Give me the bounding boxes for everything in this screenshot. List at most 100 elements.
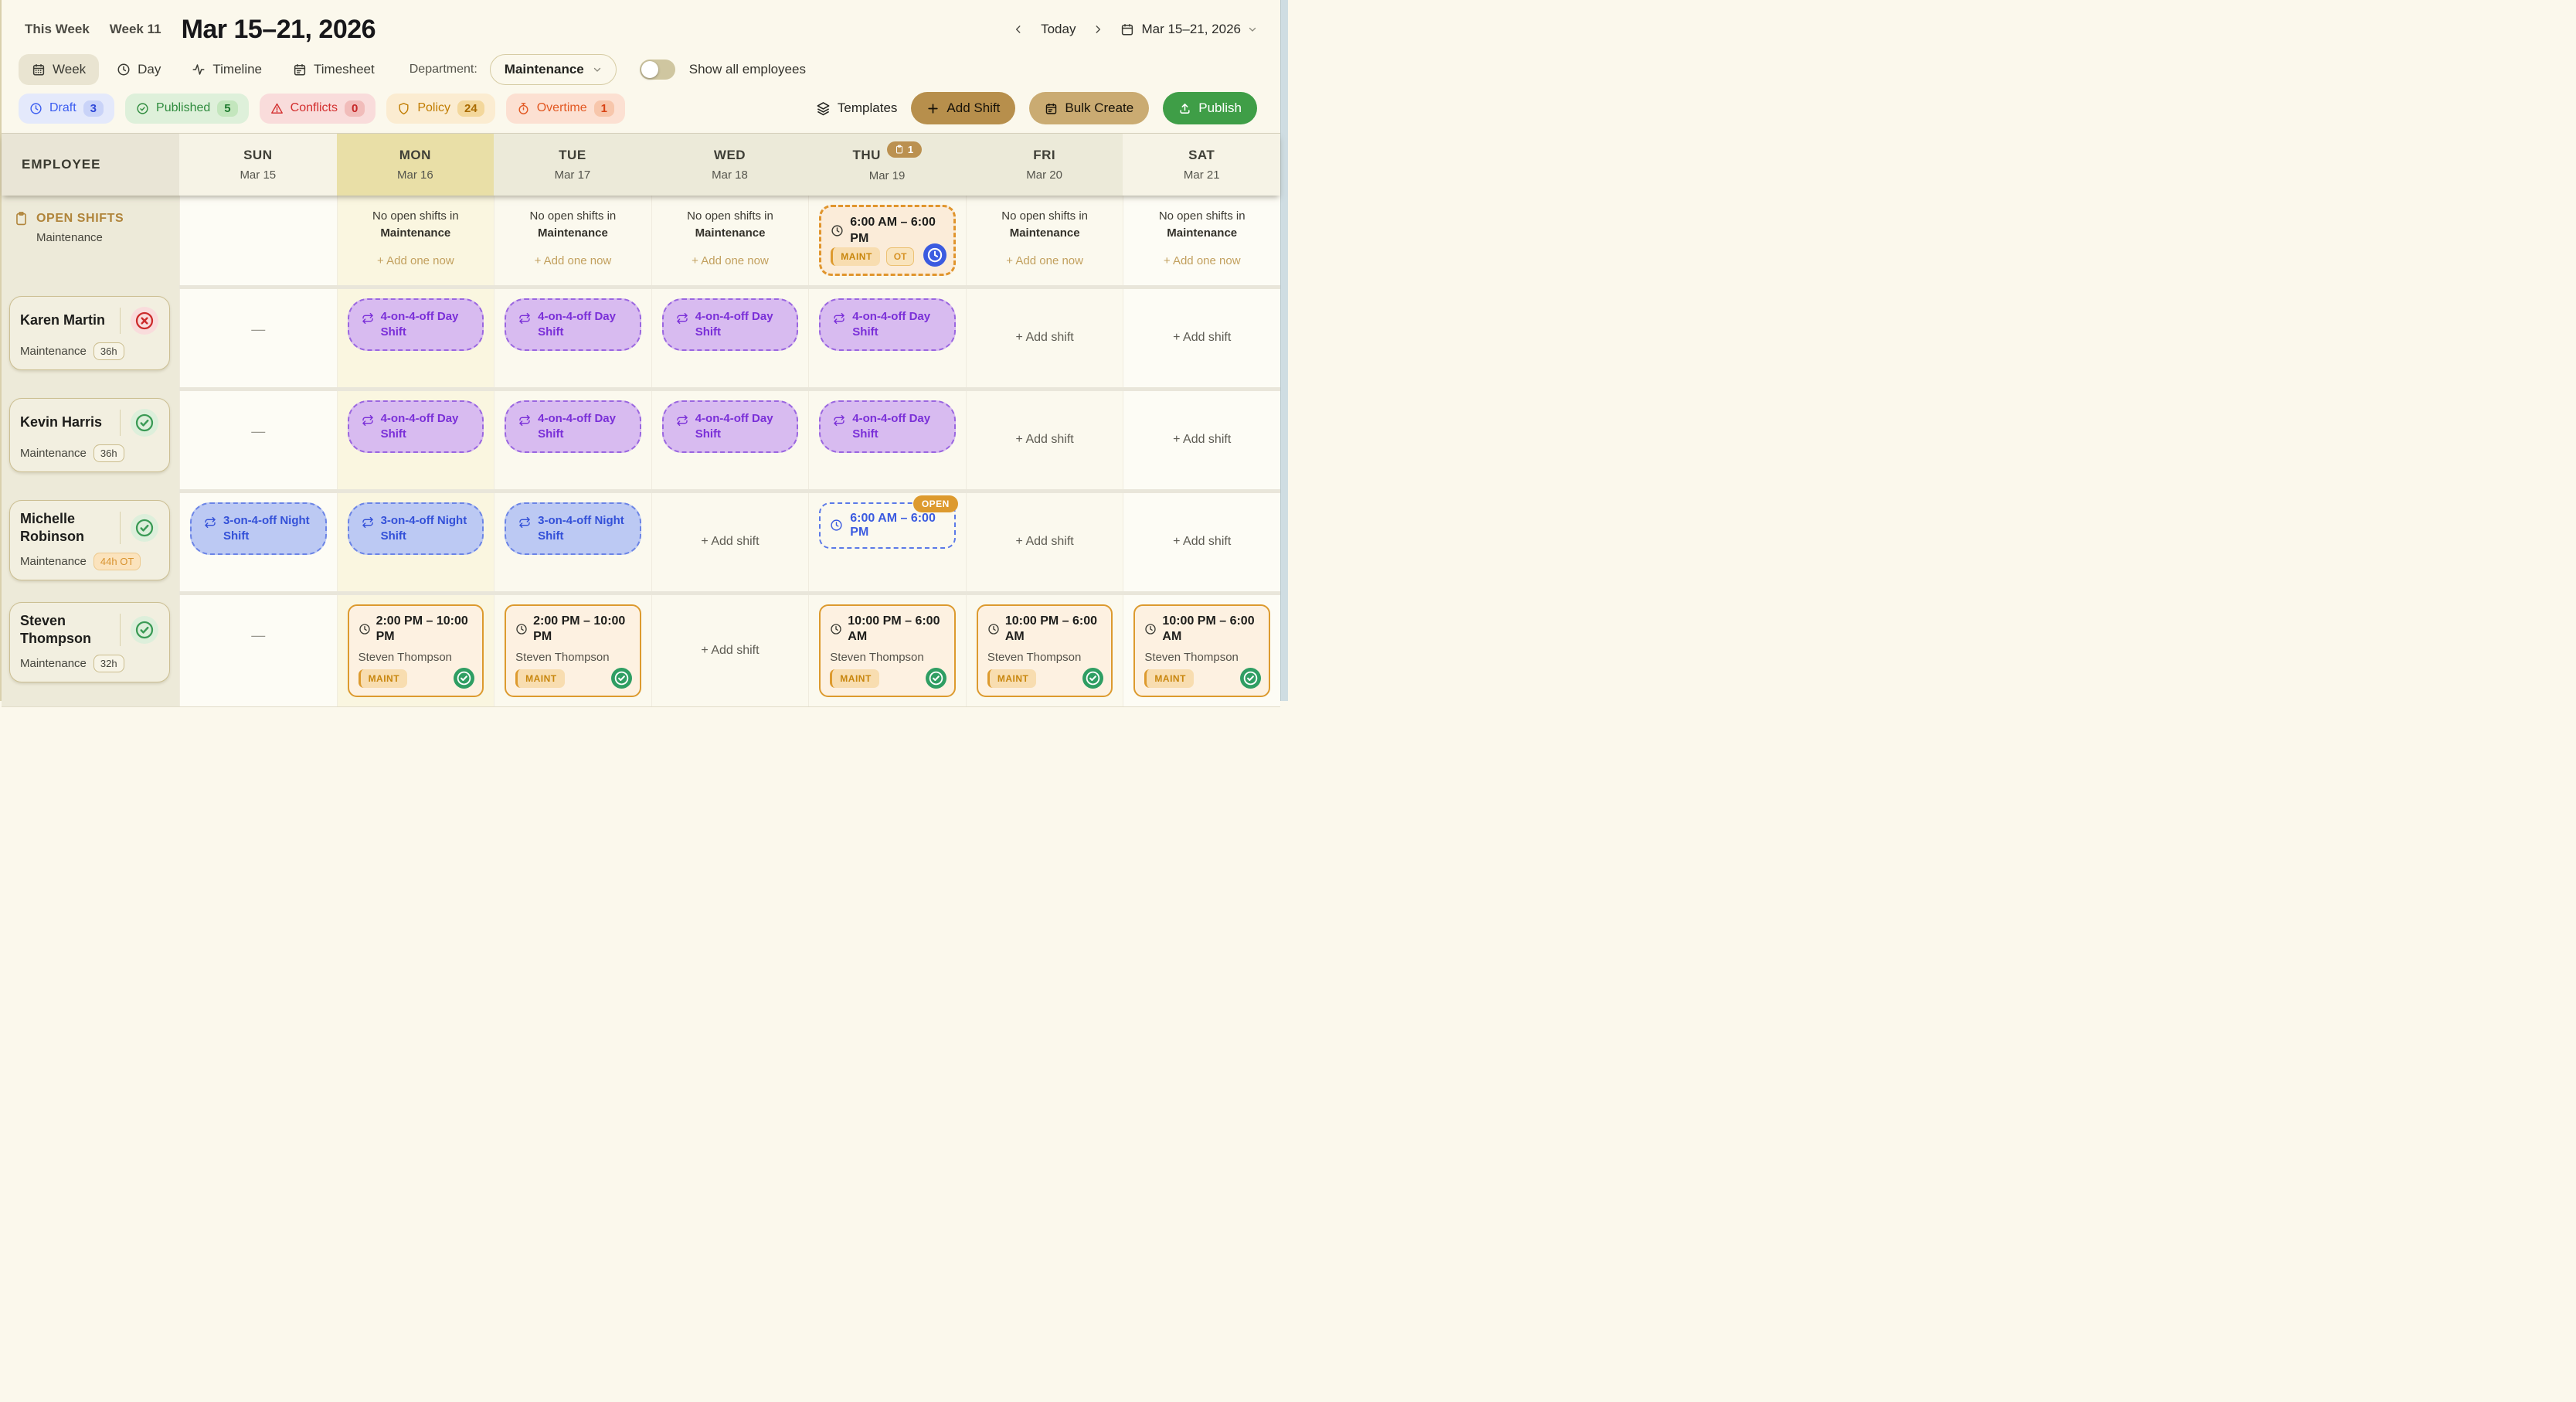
show-all-employees-toggle[interactable] [639,60,675,80]
bulk-create-button[interactable]: Bulk Create [1029,92,1150,124]
add-shift-link[interactable]: + Add shift [1015,331,1074,345]
date-range-text: Mar 15–21, 2026 [1141,22,1241,36]
add-open-shift-link[interactable]: + Add one now [692,254,769,267]
day-name: TUE [559,148,586,162]
employee-department: Maintenance [20,446,87,460]
claimable-open-shift[interactable]: 6:00 AM – 6:00 PM OPEN [819,495,958,549]
open-shift-card[interactable]: 6:00 AM – 6:00 PM MAINT OT [819,205,956,276]
no-open-shifts-text: No open shifts in Maintenance [1001,209,1088,240]
tab-label: Timesheet [314,62,375,77]
day-name: THU [852,148,881,162]
employee-name: Michelle Robinson [20,510,84,544]
shift-time: 2:00 PM – 10:00 PM [533,614,626,644]
grid-header-row: EMPLOYEE SUN Mar 15 MON Mar 16 TUE Mar 17 WED Ma… [2,134,1280,196]
tab-week[interactable]: Week [19,54,100,85]
schedule-cell-thu: 4-on-4-off Day Shift [808,390,966,489]
day-header-sat: SAT Mar 21 [1123,134,1280,196]
published-check-icon [1239,668,1261,689]
add-open-shift-link[interactable]: + Add one now [1006,254,1083,267]
employee-cell: Steven Thompson Maintenance 32h [2,595,179,707]
clipboard-icon [14,211,29,226]
badge-label: Draft [49,101,76,114]
check-circle-icon [136,102,149,115]
overtime-badge[interactable]: Overtime 1 [505,93,625,124]
employee-card: Michelle Robinson Maintenance 44h OT [9,499,170,581]
department-value: Maintenance [504,62,584,77]
add-shift-link[interactable]: + Add shift [701,643,760,657]
employee-name: Kevin Harris [20,413,103,430]
employee-column-header: EMPLOYEE [2,134,179,196]
add-shift-link[interactable]: + Add shift [1173,331,1232,345]
tab-timesheet[interactable]: Timesheet [280,54,388,85]
department-tag: MAINT [831,247,880,266]
shift-card[interactable]: 10:00 PM – 6:00 AM Steven Thompson MAINT [976,604,1113,698]
prev-week-button[interactable] [1013,24,1024,35]
tab-timeline[interactable]: Timeline [178,54,275,85]
department-tag: MAINT [515,669,565,689]
badge-count: 24 [457,100,484,117]
vertical-scrollbar[interactable] [1280,0,1288,701]
add-shift-link[interactable]: + Add shift [1173,433,1232,447]
rotation-shift-pill[interactable]: 4-on-4-off Day Shift [661,400,799,454]
shift-card[interactable]: 2:00 PM – 10:00 PM Steven Thompson MAINT [347,604,484,698]
rotation-shift-pill[interactable]: 4-on-4-off Day Shift [347,298,484,352]
policy-badge[interactable]: Policy 24 [386,93,495,124]
add-open-shift-link[interactable]: + Add one now [377,254,454,267]
approved-status-icon [130,408,159,437]
today-button[interactable]: Today [1041,22,1076,36]
add-open-shift-link[interactable]: + Add one now [1163,254,1241,267]
rotation-label: 3-on-4-off Night Shift [223,513,310,543]
employee-row: Steven Thompson Maintenance 32h — 2:00 PM – … [2,594,1280,707]
shift-time: 10:00 PM – 6:00 AM [848,614,940,644]
publish-button[interactable]: Publish [1163,92,1257,124]
shift-card[interactable]: 10:00 PM – 6:00 AM Steven Thompson MAINT [1133,604,1270,698]
rotation-shift-pill[interactable]: 4-on-4-off Day Shift [661,298,799,352]
repeat-icon [676,312,688,325]
rotation-label: 4-on-4-off Day Shift [695,411,773,441]
rotation-shift-pill[interactable]: 3-on-4-off Night Shift [505,502,641,556]
rotation-shift-pill[interactable]: 4-on-4-off Day Shift [347,400,484,454]
templates-button[interactable]: Templates [816,100,897,116]
add-shift-link[interactable]: + Add shift [1173,535,1232,549]
add-shift-button[interactable]: Add Shift [911,92,1016,124]
schedule-cell-mon: No open shifts in Maintenance + Add one no… [336,196,494,285]
schedule-cell-tue: 2:00 PM – 10:00 PM Steven Thompson MAINT [494,594,651,707]
conflicts-badge[interactable]: Conflicts 0 [259,93,376,124]
day-date: Mar 17 [554,168,591,182]
schedule-cell-wed: 4-on-4-off Day Shift [651,288,809,387]
rotation-shift-pill[interactable]: 4-on-4-off Day Shift [819,298,956,352]
published-badge[interactable]: Published 5 [125,93,249,124]
rotation-shift-pill[interactable]: 4-on-4-off Day Shift [505,400,641,454]
schedule-cell-sun: — [179,390,337,489]
day-date: Mar 19 [868,168,906,182]
date-range-picker[interactable]: Mar 15–21, 2026 [1120,22,1257,37]
draft-badge[interactable]: Draft 3 [19,93,115,124]
department-select[interactable]: Maintenance [489,54,617,85]
rotation-label: 4-on-4-off Day Shift [852,411,931,441]
rotation-shift-pill[interactable]: 4-on-4-off Day Shift [505,298,641,352]
clock-icon [831,224,844,237]
tab-label: Week [53,62,87,77]
published-check-icon [1082,668,1104,689]
schedule-cell-wed: 4-on-4-off Day Shift [651,390,809,489]
shift-employee-name: Steven Thompson [987,651,1082,665]
clock-icon [359,623,371,635]
add-open-shift-link[interactable]: + Add one now [534,254,612,267]
shift-card[interactable]: 10:00 PM – 6:00 AM Steven Thompson MAINT [819,604,956,698]
add-shift-link[interactable]: + Add shift [1015,433,1074,447]
pending-clock-icon[interactable] [923,243,946,267]
rotation-shift-pill[interactable]: 3-on-4-off Night Shift [347,502,484,556]
schedule-cell-wed: + Add shift [651,492,809,591]
repeat-icon [676,414,688,427]
next-week-button[interactable] [1093,24,1103,35]
shift-card[interactable]: 2:00 PM – 10:00 PM Steven Thompson MAINT [505,604,641,698]
add-shift-link[interactable]: + Add shift [701,535,760,549]
schedule-cell-sun: — [179,288,337,387]
add-shift-link[interactable]: + Add shift [1015,535,1074,549]
schedule-cell-sun: — [179,594,337,707]
rotation-shift-pill[interactable]: 3-on-4-off Night Shift [190,502,327,556]
tab-day[interactable]: Day [104,54,174,85]
rotation-shift-pill[interactable]: 4-on-4-off Day Shift [819,400,956,454]
pulse-icon [192,63,206,77]
badge-count: 3 [83,100,104,117]
